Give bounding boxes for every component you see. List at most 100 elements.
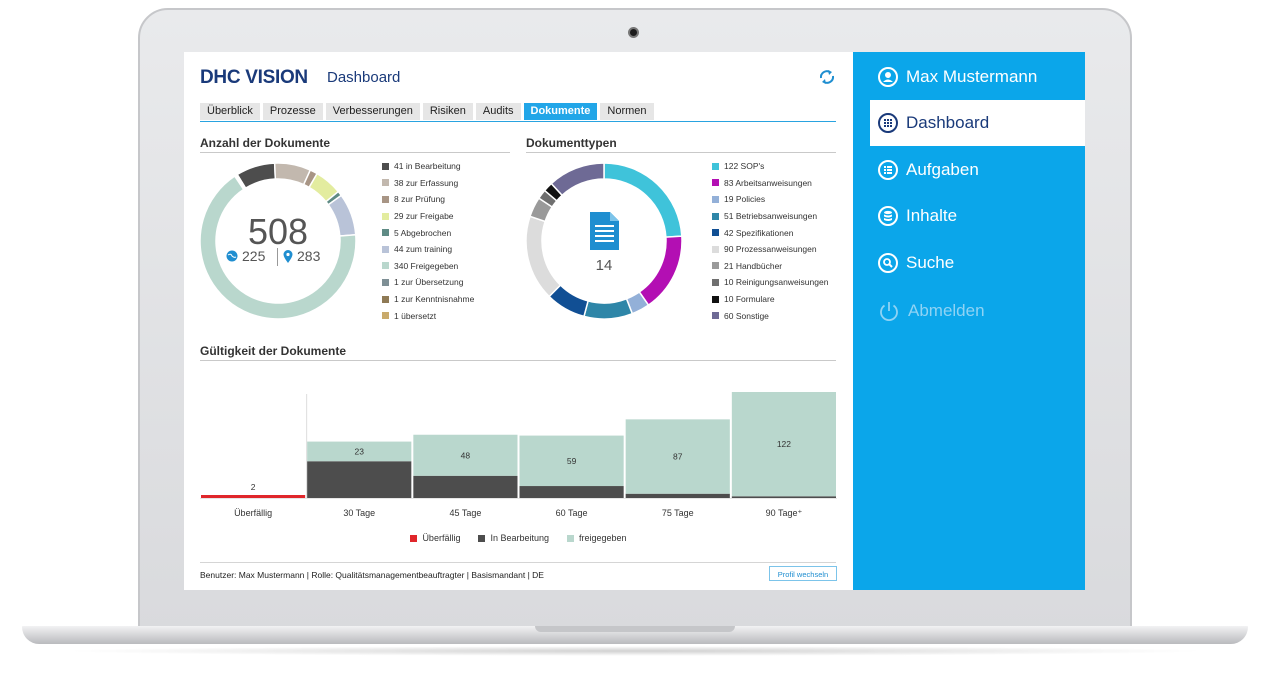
dokumenttypen-legend-item: 122 SOP's xyxy=(712,158,828,175)
bar-x-label: 45 Tage xyxy=(449,508,482,518)
legend-swatch xyxy=(382,262,389,270)
anzahl-local-value: 283 xyxy=(297,248,321,264)
anzahl-legend-item: 1 zur Übersetzung xyxy=(382,274,474,291)
anzahl-legend-item: 44 zum training xyxy=(382,241,474,258)
legend-label: Überfällig xyxy=(422,533,461,543)
location-pin-icon xyxy=(283,249,293,263)
anzahl-slice[interactable] xyxy=(199,175,357,320)
sidebar-item-dashboard[interactable]: Dashboard xyxy=(870,100,1085,146)
legend-label: 21 Handbücher xyxy=(724,260,783,271)
legend-swatch xyxy=(712,262,719,270)
sidebar-item-abmelden[interactable]: Abmelden xyxy=(870,288,1085,334)
bar-legend-item: freigegeben xyxy=(567,531,627,545)
gueltigkeit-bar-chart: 24323264814595872122 xyxy=(200,392,837,499)
anzahl-legend-item: 29 zur Freigabe xyxy=(382,208,474,225)
legend-label: freigegeben xyxy=(579,533,627,543)
tab-risiken[interactable]: Risiken xyxy=(422,103,473,120)
sidebar-item-label: Dashboard xyxy=(906,113,990,132)
tab-audits[interactable]: Audits xyxy=(475,103,521,120)
sidebar-item-suche[interactable]: Suche xyxy=(870,240,1085,286)
anzahl-total: 508 xyxy=(247,211,309,252)
bar-segment[interactable] xyxy=(731,496,836,498)
legend-label: 1 zur Übersetzung xyxy=(394,277,464,288)
profile-switch-button[interactable]: Profil wechseln xyxy=(769,566,837,581)
tab-verbesserungen[interactable]: Verbesserungen xyxy=(325,103,420,120)
legend-label: 10 Reinigungsanweisungen xyxy=(724,277,829,288)
anzahl-legend-item: 5 Abgebrochen xyxy=(382,224,474,241)
legend-swatch xyxy=(410,534,418,542)
dokumenttypen-section-title: Dokumenttypen xyxy=(526,136,836,153)
tab-ueberblick[interactable]: Überblick xyxy=(200,103,260,120)
bar-segment[interactable] xyxy=(307,441,412,462)
dokumenttypen-legend-item: 42 Spezifikationen xyxy=(712,224,828,241)
sidebar-item-inhalte[interactable]: Inhalte xyxy=(870,193,1085,239)
sidebar: Max Mustermann Dashboard Aufgaben Inhalt… xyxy=(853,52,1085,590)
anzahl-slice[interactable] xyxy=(327,194,357,237)
bar-segment[interactable] xyxy=(307,461,412,498)
legend-label: 10 Formulare xyxy=(724,294,775,305)
dokumenttypen-slice[interactable] xyxy=(583,297,634,320)
tab-dokumente[interactable]: Dokumente xyxy=(523,103,598,120)
legend-label: 90 Prozessanweisungen xyxy=(724,244,817,255)
legend-swatch xyxy=(382,312,389,320)
bar-segment[interactable] xyxy=(519,486,624,498)
main-content: DHC VISION Dashboard Überblick Prozesse … xyxy=(184,52,853,590)
dokumenttypen-donut-chart[interactable] xyxy=(525,162,683,320)
anzahl-legend: 41 in Bearbeitung 38 zur Erfassung 8 zur P… xyxy=(382,158,474,324)
refresh-icon[interactable] xyxy=(817,67,837,87)
database-icon xyxy=(878,206,898,226)
legend-label: 83 Arbeitsanweisungen xyxy=(724,177,812,188)
gueltigkeit-section-title: Gültigkeit der Dokumente xyxy=(200,344,836,361)
bar-x-label: 75 Tage xyxy=(661,508,694,518)
sidebar-item-label: Inhalte xyxy=(906,206,958,225)
bar-segment[interactable] xyxy=(519,435,624,487)
tab-normen[interactable]: Normen xyxy=(600,103,654,120)
legend-swatch xyxy=(382,195,389,203)
app-logo: DHC VISION xyxy=(200,67,308,88)
dokumenttypen-slice[interactable] xyxy=(525,215,562,298)
dokumenttypen-slice[interactable] xyxy=(638,235,683,307)
bar-segment[interactable] xyxy=(413,475,518,498)
list-icon xyxy=(878,160,898,180)
legend-swatch xyxy=(382,212,389,220)
dokumenttypen-legend-item: 90 Prozessanweisungen xyxy=(712,241,828,258)
bar-legend: Überfällig In Bearbeitung freigegeben xyxy=(184,531,853,545)
sidebar-item-user[interactable]: Max Mustermann xyxy=(870,54,1085,100)
tab-bar: Überblick Prozesse Verbesserungen Risike… xyxy=(200,103,836,122)
dokumenttypen-legend-item: 19 Policies xyxy=(712,191,828,208)
bar-segment[interactable] xyxy=(201,495,306,498)
anzahl-donut-chart[interactable] xyxy=(199,162,357,320)
bar-value-label: 122 xyxy=(777,439,791,449)
bar-segment[interactable] xyxy=(413,434,518,476)
legend-swatch xyxy=(478,534,486,542)
anzahl-slice[interactable] xyxy=(235,173,247,190)
legend-swatch xyxy=(382,245,389,253)
bar-value-label: 59 xyxy=(567,456,577,466)
divider xyxy=(277,248,278,266)
power-icon xyxy=(880,302,898,322)
legend-swatch xyxy=(712,212,719,220)
footer-user-info: Benutzer: Max Mustermann | Rolle: Qualit… xyxy=(200,570,544,580)
sidebar-item-label: Suche xyxy=(906,253,955,272)
anzahl-local: 283 xyxy=(283,248,320,264)
bar-legend-item: In Bearbeitung xyxy=(478,531,549,545)
tab-prozesse[interactable]: Prozesse xyxy=(262,103,323,120)
bar-segment[interactable] xyxy=(625,419,730,494)
sidebar-item-aufgaben[interactable]: Aufgaben xyxy=(870,147,1085,193)
dokumenttypen-slice[interactable] xyxy=(550,162,605,197)
laptop-base xyxy=(22,626,1248,644)
grid-icon xyxy=(878,113,898,133)
sidebar-item-label: Max Mustermann xyxy=(906,67,1038,86)
bar-segment[interactable] xyxy=(625,493,730,498)
bar-x-label: 90 Tage⁺ xyxy=(765,508,803,518)
legend-swatch xyxy=(382,179,389,187)
dokumenttypen-legend-item: 51 Betriebsanweisungen xyxy=(712,208,828,225)
bar-segment[interactable] xyxy=(731,392,836,497)
bar-x-label: 30 Tage xyxy=(343,508,376,518)
camera-icon xyxy=(628,27,639,38)
bar-legend-item: Überfällig xyxy=(410,531,460,545)
footer-divider xyxy=(200,562,836,563)
legend-label: 41 in Bearbeitung xyxy=(394,161,461,172)
dokumenttypen-count: 14 xyxy=(595,257,613,274)
app-screen: DHC VISION Dashboard Überblick Prozesse … xyxy=(184,52,1085,590)
